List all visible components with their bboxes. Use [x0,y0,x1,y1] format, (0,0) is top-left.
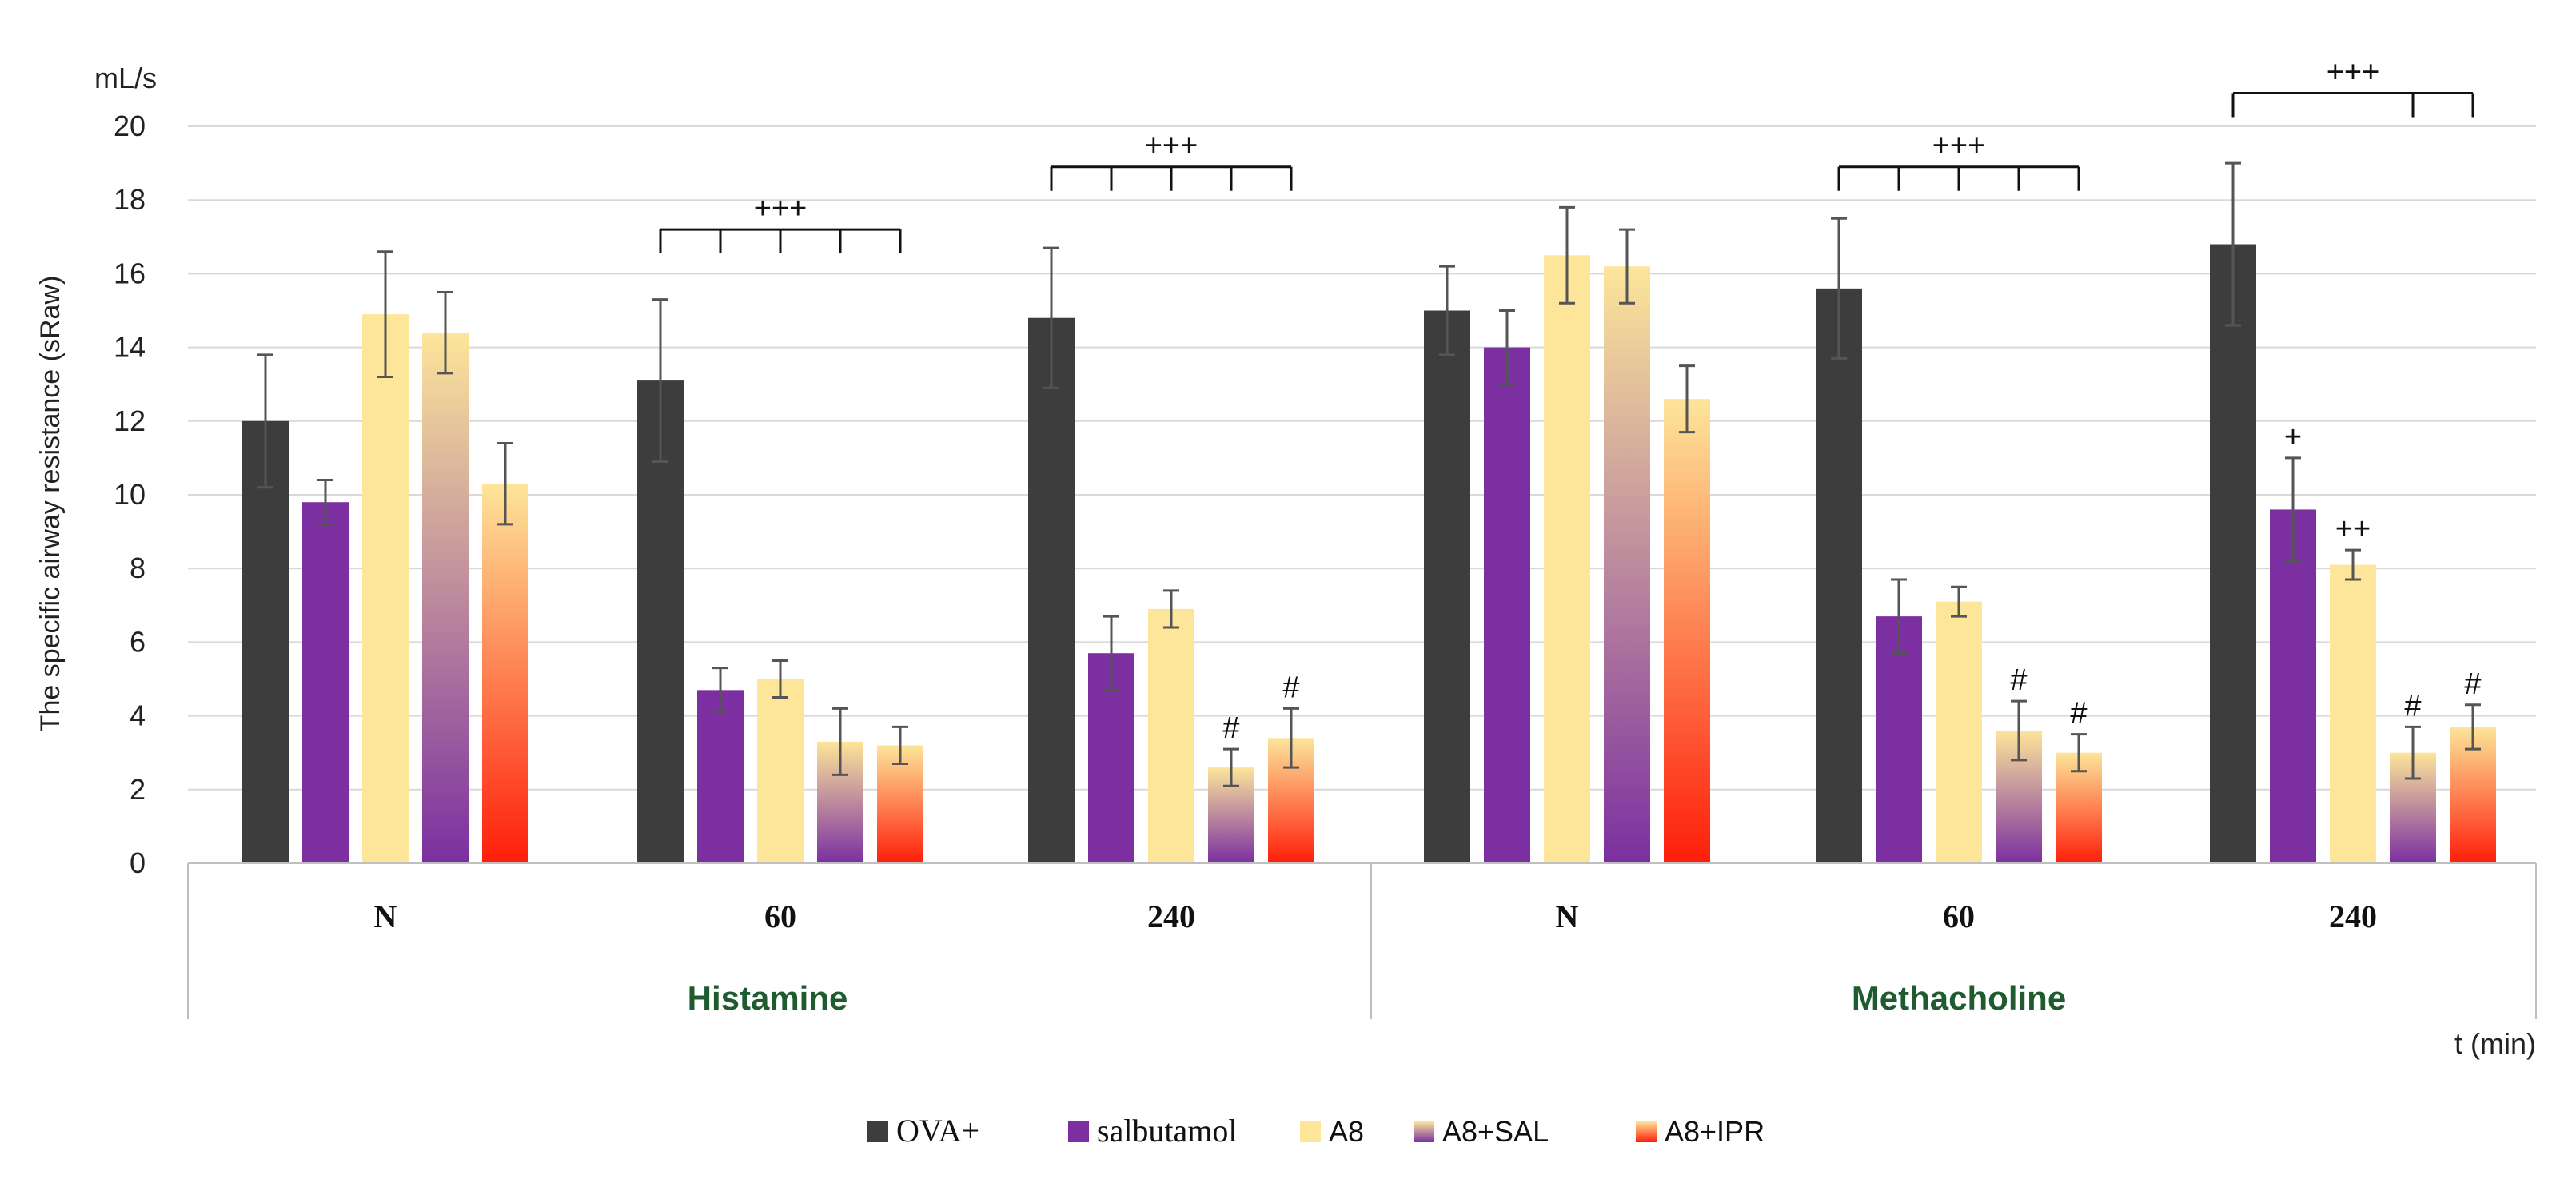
bracket-label: +++ [1145,129,1198,163]
bar [1664,399,1710,863]
bars [242,244,2496,864]
group-label-histamine: Histamine [688,979,848,1017]
bar [1876,616,1922,863]
y-axis-unit: mL/s [94,62,157,94]
significance-mark: # [1222,711,1239,745]
bar [1484,347,1530,864]
legend-label-ova: OVA+ [896,1113,979,1149]
bar [1028,317,1075,864]
legend-label-salbutamol: salbutamol [1097,1113,1238,1149]
bar [697,690,744,863]
y-tick-label: 0 [130,846,146,879]
x-tick-label: N [374,898,397,934]
y-axis-ticks: 0 2 4 6 8 10 12 14 16 18 20 [114,110,146,879]
bar [877,745,923,863]
x-tick-label: 60 [764,898,796,934]
significance-mark: # [2070,697,2087,731]
y-tick-label: 10 [114,478,146,511]
bracket-label: +++ [1932,129,1986,163]
bar [1604,266,1650,863]
x-tick-label: 60 [1943,898,1975,934]
bar [1148,608,1194,863]
bar [242,420,289,863]
legend-swatch-a8-ipr [1636,1121,1657,1142]
significance-mark: + [2284,420,2302,454]
significance-mark: # [1282,671,1299,704]
bar [302,502,349,863]
y-tick-label: 2 [130,773,146,806]
legend: OVA+ salbutamol A8 A8+SAL A8+IPR [867,1113,1765,1149]
bar [1936,601,1982,863]
legend-swatch-salbutamol [1068,1121,1089,1142]
bar [1544,255,1590,864]
significance-mark: # [2464,667,2481,701]
bracket-label: +++ [754,192,807,225]
y-tick-label: 20 [114,110,146,142]
y-tick-label: 8 [130,552,146,584]
significance-annotations: +++## ## ## [1222,420,2481,745]
bar [482,484,528,863]
y-tick-label: 12 [114,404,146,437]
bar [757,679,804,863]
y-tick-label: 16 [114,257,146,289]
legend-swatch-a8-sal [1414,1121,1434,1142]
x-tick-label: 240 [1147,898,1195,934]
bracket-label: +++ [2327,56,2380,90]
x-tick-label: 240 [2329,898,2377,934]
error-bars [257,161,2481,787]
y-tick-label: 6 [130,625,146,658]
legend-label-a8-ipr: A8+IPR [1665,1115,1765,1148]
significance-mark: # [2404,689,2421,723]
significance-mark: ++ [2335,512,2371,546]
bar [2210,244,2256,863]
gridlines [188,125,2536,864]
bar [362,314,409,863]
x-axis-category-labels: N 60 240 N 60 240 [374,898,2377,934]
y-tick-label: 14 [114,331,146,364]
bar [2270,509,2316,863]
legend-swatch-ova [867,1121,888,1142]
y-tick-label: 18 [114,183,146,216]
x-tick-label: N [1556,898,1579,934]
x-axis-label: t (min) [2454,1027,2536,1060]
bar [422,333,469,863]
x-axis [187,862,2537,1019]
y-axis-label: The specific airway resistance (sRaw) [35,276,66,732]
legend-swatch-a8 [1300,1121,1321,1142]
y-tick-label: 4 [130,699,146,732]
bar [1424,310,1470,863]
bar [1816,288,1862,864]
bar [2330,564,2376,863]
legend-label-a8: A8 [1329,1115,1364,1148]
significance-brackets: +++ +++ +++ +++ [659,56,2474,254]
group-label-methacholine: Methacholine [1852,979,2066,1017]
significance-mark: # [2010,663,2027,697]
legend-label-a8-sal: A8+SAL [1442,1115,1549,1148]
